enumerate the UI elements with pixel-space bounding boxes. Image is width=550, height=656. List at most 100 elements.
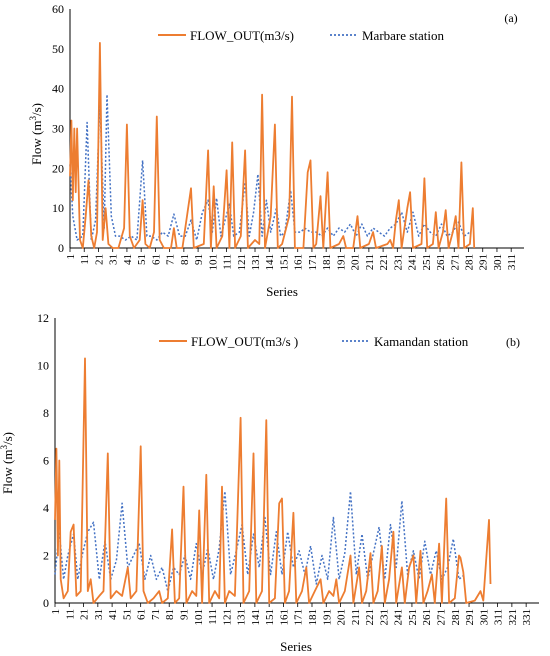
panel-a-xtick-label: 71 xyxy=(165,254,177,265)
panel-a-station-line xyxy=(69,93,471,241)
panel-b-legend-label-station: Kamandan station xyxy=(374,334,469,349)
panel-a-xtick-label: 221 xyxy=(378,254,390,271)
panel-a-label: (a) xyxy=(504,11,517,25)
panel-a-xtick-label: 21 xyxy=(93,254,105,265)
panel-a-xtick-label: 311 xyxy=(506,254,518,270)
panel-a-ytick-label: 30 xyxy=(52,122,64,136)
panel-b-xtick-label: 241 xyxy=(393,609,405,626)
panel-b-xtick-label: 281 xyxy=(450,609,462,626)
panel-b-series xyxy=(54,357,492,604)
panel-b-ylabel-tail: /s) xyxy=(0,432,15,445)
panel-a-ytick-label: 50 xyxy=(52,42,64,56)
panel-a-xtick-label: 201 xyxy=(350,254,362,271)
panel-b-xtick-label: 181 xyxy=(307,609,319,626)
panel-b-xtick-label: 301 xyxy=(478,609,490,626)
panel-b-xtick-label: 291 xyxy=(464,609,476,626)
panel-a-legend-label-flow: FLOW_OUT(m3/s) xyxy=(190,28,294,43)
panel-b-xtick-label: 271 xyxy=(435,609,447,626)
panel-a-xtick-label: 251 xyxy=(421,254,433,271)
panel-b-xtick-label: 31 xyxy=(93,609,105,620)
panel-b-xtick-label: 81 xyxy=(164,609,176,620)
panel-a-xtick-label: 171 xyxy=(307,254,319,271)
panel-b-xtick-label: 131 xyxy=(236,609,248,626)
panel-a-ytick-label: 20 xyxy=(52,161,64,175)
panel-a-xtick-label: 81 xyxy=(179,254,191,265)
panel-b-xtick-label: 331 xyxy=(521,609,533,626)
panel-a-ytick-label: 0 xyxy=(58,241,64,255)
panel-a-ylabel: Flow (m3/s) xyxy=(28,103,44,165)
panel-b-legend: FLOW_OUT(m3/s ) Kamandan station xyxy=(159,334,469,349)
panel-b-xtick-label: 261 xyxy=(421,609,433,626)
panel-a-xtick-label: 41 xyxy=(122,254,134,265)
panel-a-ylabel-sup: 3 xyxy=(28,116,38,121)
panel-a-xtick-label: 161 xyxy=(293,254,305,271)
panel-a-yticks: 0 10 20 30 40 50 60 xyxy=(52,2,64,255)
panel-b-xtick-label: 231 xyxy=(378,609,390,626)
panel-b-xtick-label: 61 xyxy=(136,609,148,620)
panel-a-xlabel: Series xyxy=(266,284,298,299)
panel-a-xtick-label: 211 xyxy=(364,254,376,270)
panel-b-xtick-label: 251 xyxy=(407,609,419,626)
panel-a-ylabel-tail: /s) xyxy=(29,103,44,116)
panel-b-ytick-label: 0 xyxy=(43,596,49,610)
panel-b-xtick-label: 191 xyxy=(321,609,333,626)
panel-b-xtick-label: 121 xyxy=(221,609,233,626)
panel-b-xtick-label: 111 xyxy=(207,609,219,625)
panel-b-xtick-label: 151 xyxy=(264,609,276,626)
panel-b-ytick-label: 12 xyxy=(37,311,49,325)
panel-a-xtick-label: 31 xyxy=(108,254,120,265)
panel-b-xtick-label: 11 xyxy=(64,609,76,620)
panel-a-flow-out-line xyxy=(69,42,476,249)
panel-b-legend-label-flow: FLOW_OUT(m3/s ) xyxy=(191,334,298,349)
panel-a-series xyxy=(69,42,476,249)
panel-a-xtick-label: 181 xyxy=(321,254,333,271)
panel-a-xtick-label: 121 xyxy=(236,254,248,271)
panel-a-xtick-label: 51 xyxy=(136,254,148,265)
panel-b-ytick-label: 10 xyxy=(37,359,49,373)
panel-b-ytick-label: 8 xyxy=(43,406,49,420)
panel-a-xtick-label: 281 xyxy=(463,254,475,271)
panel-b-xtick-label: 201 xyxy=(336,609,348,626)
panel-b-xtick-label: 21 xyxy=(79,609,91,620)
panel-a-xtick-label: 131 xyxy=(250,254,262,271)
panel-b-xticks: 1 11 21 31 41 51 61 71 81 91 101 111 121 131 141 151 161… xyxy=(50,603,533,626)
panel-a-xtick-label: 301 xyxy=(492,254,504,271)
panel-a-ytick-label: 10 xyxy=(52,201,64,215)
panel-b-xtick-label: 161 xyxy=(278,609,290,626)
panel-a-xtick-label: 111 xyxy=(222,254,234,270)
panel-b-ylabel-main: Flow (m xyxy=(0,450,15,494)
panel-b-xtick-label: 321 xyxy=(507,609,519,626)
panel-b-ylabel: Flow (m3/s) xyxy=(0,432,15,494)
panel-b-yticks: 0 2 4 6 8 10 12 xyxy=(37,311,49,610)
panel-b-xtick-label: 1 xyxy=(50,609,62,615)
panel-a-xtick-label: 141 xyxy=(264,254,276,271)
panel-a-xtick-label: 151 xyxy=(278,254,290,271)
panel-b-xtick-label: 221 xyxy=(364,609,376,626)
panel-a-xtick-label: 291 xyxy=(478,254,490,271)
panel-a-xtick-label: 241 xyxy=(407,254,419,271)
panel-a-ytick-label: 60 xyxy=(52,2,64,16)
panel-a-xtick-label: 1 xyxy=(65,254,77,260)
panel-b-ylabel-sup: 3 xyxy=(0,445,9,450)
panel-a-legend-label-station: Marbare station xyxy=(362,28,444,43)
panel-b-xlabel: Series xyxy=(280,639,312,654)
panel-b-xtick-label: 41 xyxy=(107,609,119,620)
panel-a-legend: FLOW_OUT(m3/s) Marbare station xyxy=(158,28,444,43)
panel-b-xtick-label: 101 xyxy=(193,609,205,626)
panel-a-xtick-label: 261 xyxy=(435,254,447,271)
panel-b-xtick-label: 71 xyxy=(150,609,162,620)
panel-b-label: (b) xyxy=(506,335,520,349)
panel-a-axes xyxy=(69,9,524,249)
panel-a-xtick-label: 91 xyxy=(193,254,205,265)
panel-a-xtick-label: 191 xyxy=(335,254,347,271)
panel-a-xtick-label: 101 xyxy=(207,254,219,271)
panel-b-ytick-label: 6 xyxy=(43,454,49,468)
panel-a-xtick-label: 231 xyxy=(392,254,404,271)
panel-a-xtick-label: 11 xyxy=(79,254,91,265)
panel-b-ytick-label: 2 xyxy=(43,549,49,563)
panel-a-ytick-label: 40 xyxy=(52,82,64,96)
panel-b-xtick-label: 211 xyxy=(350,609,362,625)
